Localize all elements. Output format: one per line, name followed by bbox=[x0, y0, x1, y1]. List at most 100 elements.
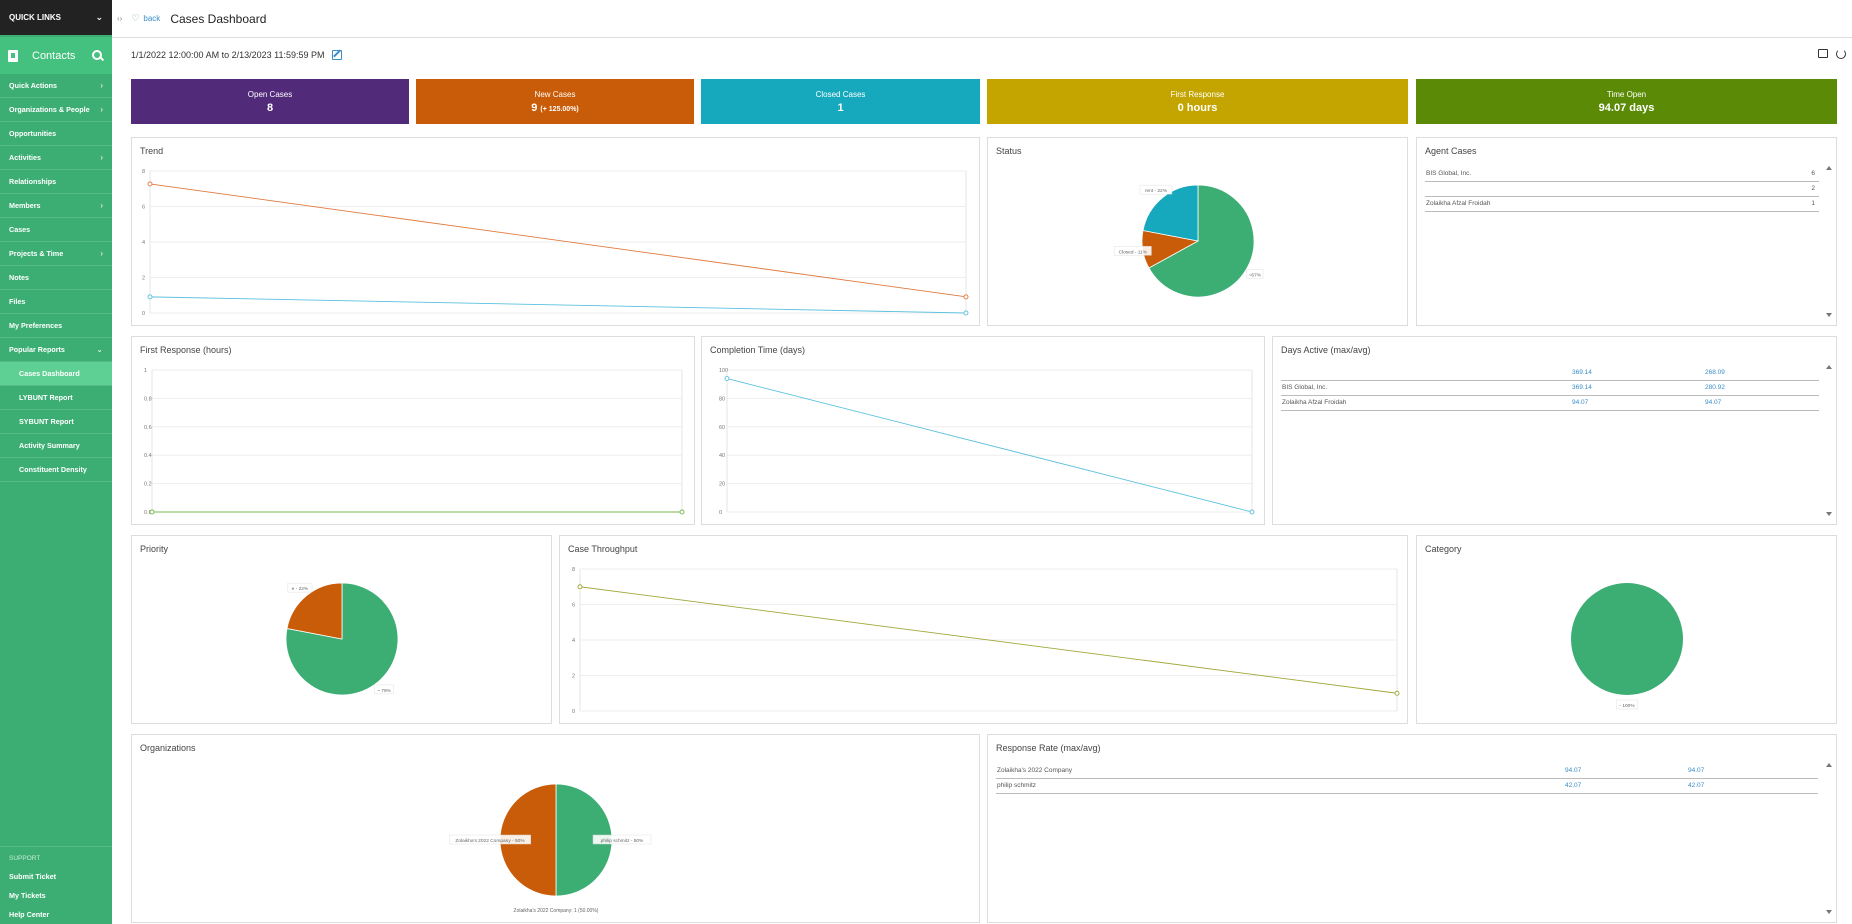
pie-slice bbox=[1142, 184, 1199, 242]
submit-ticket-link[interactable]: Submit Ticket bbox=[9, 872, 56, 881]
refresh-icon[interactable] bbox=[1836, 49, 1846, 59]
quick-links-label: QUICK LINKS bbox=[9, 13, 61, 22]
data-point bbox=[147, 181, 153, 187]
table-row[interactable]: 2 bbox=[1425, 181, 1819, 197]
data-point bbox=[724, 376, 730, 381]
scroll-up-icon[interactable] bbox=[1826, 763, 1832, 767]
panel-title: First Response (hours) bbox=[140, 345, 232, 355]
sidebar-subitem-activity-summary[interactable]: Activity Summary bbox=[0, 434, 112, 458]
scrollbar[interactable] bbox=[1824, 365, 1834, 516]
data-point bbox=[149, 509, 155, 515]
row-name: Zolaikha's 2022 Company bbox=[996, 763, 1564, 779]
status-chart: ~67% Closed - 11% rent - 22% bbox=[1113, 184, 1264, 298]
search-icon[interactable] bbox=[92, 49, 104, 62]
sidebar-item-label: Quick Actions bbox=[9, 81, 58, 90]
sidebar-item-cases[interactable]: Cases bbox=[0, 218, 112, 242]
table-row[interactable]: BIS Global, Inc. 6 bbox=[1425, 166, 1819, 182]
sidebar-item-opportunities[interactable]: Opportunities bbox=[0, 122, 112, 146]
data-point bbox=[577, 584, 583, 590]
sidebar-item-projects-time[interactable]: Projects & Time › bbox=[0, 242, 112, 266]
sidebar-item-popular-reports[interactable]: Popular Reports ⌄ bbox=[0, 338, 112, 362]
sidebar-item-label: Activities bbox=[9, 153, 41, 162]
data-point bbox=[1249, 509, 1255, 515]
case-throughput-panel: Case Throughput 8 6 4 2 0 bbox=[559, 535, 1408, 724]
table-row[interactable]: Zolaikha's 2022 Company 94.07 94.07 bbox=[996, 763, 1818, 779]
scroll-up-icon[interactable] bbox=[1826, 166, 1832, 170]
scroll-down-icon[interactable] bbox=[1826, 910, 1832, 914]
row-name: BIS Global, Inc. bbox=[1281, 380, 1571, 396]
sidebar-item-members[interactable]: Members › bbox=[0, 194, 112, 218]
y-tick-label: 40 bbox=[719, 453, 725, 459]
table-row[interactable]: philip schmitz 42.07 42.07 bbox=[996, 778, 1818, 794]
max-value: 369.14 bbox=[1571, 380, 1704, 396]
y-tick-label: 6 bbox=[572, 603, 575, 609]
scrollbar[interactable] bbox=[1824, 166, 1834, 317]
pie-label-box bbox=[1246, 269, 1264, 279]
page-header: ‹› ♡ back Cases Dashboard bbox=[112, 0, 1852, 38]
y-tick-label: 4 bbox=[572, 638, 575, 644]
contacts-header[interactable]: Contacts bbox=[0, 37, 112, 74]
toolbar-icons bbox=[1818, 49, 1846, 59]
sidebar-subitem-constituent-density[interactable]: Constituent Density bbox=[0, 458, 112, 482]
my-tickets-link[interactable]: My Tickets bbox=[9, 891, 46, 900]
sidebar-item-my-preferences[interactable]: My Preferences bbox=[0, 314, 112, 338]
support-heading: SUPPORT bbox=[9, 855, 41, 862]
sidebar-item-notes[interactable]: Notes bbox=[0, 266, 112, 290]
agent-cases-table: BIS Global, Inc. 6 2 Zolaikha Afzal Froid… bbox=[1425, 166, 1819, 212]
sidebar-item-relationships[interactable]: Relationships bbox=[0, 170, 112, 194]
sidebar-item-activities[interactable]: Activities › bbox=[0, 146, 112, 170]
completion-time-chart: 100 80 60 40 20 0 bbox=[719, 368, 1255, 516]
completion-time-panel: Completion Time (days) 100 80 60 40 20 0 bbox=[701, 336, 1265, 525]
kpi-value: 9 (+ 125.00%) bbox=[531, 102, 579, 114]
table-row[interactable]: Zolaikha Afzal Froidah 94.07 94.07 bbox=[1281, 395, 1819, 411]
back-link[interactable]: back bbox=[143, 14, 161, 23]
table-row[interactable]: Zolaikha Afzal Froidah 1 bbox=[1425, 196, 1819, 212]
avg-value: 280.92 bbox=[1704, 380, 1819, 396]
scroll-down-icon[interactable] bbox=[1826, 313, 1832, 317]
edit-icon[interactable] bbox=[332, 50, 343, 60]
table-row[interactable]: 369.14 268.09 bbox=[1281, 365, 1819, 381]
table-row[interactable]: BIS Global, Inc. 369.14 280.92 bbox=[1281, 380, 1819, 396]
sidebar-toggle-icon[interactable]: ‹› bbox=[117, 14, 123, 23]
kpi-label: Closed Cases bbox=[815, 90, 866, 99]
y-tick-label: 0.0 bbox=[144, 510, 152, 516]
kpi-label: Time Open bbox=[1606, 90, 1647, 99]
max-value: 42.07 bbox=[1564, 778, 1687, 794]
pie-label: philip schmitz - 50% bbox=[601, 838, 644, 844]
status-panel: Status ~67% Closed - 11% rent - 22% bbox=[987, 137, 1408, 326]
help-center-link[interactable]: Help Center bbox=[9, 910, 50, 919]
scroll-down-icon[interactable] bbox=[1826, 512, 1832, 516]
data-point bbox=[963, 310, 969, 316]
days-active-table: 369.14 268.09 BIS Global, Inc. 369.14 280.9… bbox=[1281, 365, 1819, 411]
scroll-up-icon[interactable] bbox=[1826, 365, 1832, 369]
sidebar-subitem-lybunt-report[interactable]: LYBUNT Report bbox=[0, 386, 112, 410]
scrollbar[interactable] bbox=[1824, 763, 1834, 914]
contacts-label: Contacts bbox=[32, 49, 76, 62]
favorite-heart-icon[interactable]: ♡ bbox=[131, 13, 140, 23]
y-tick-label: 80 bbox=[719, 396, 725, 402]
agent-name bbox=[1425, 181, 1774, 197]
sidebar-item-quick-actions[interactable]: Quick Actions › bbox=[0, 74, 112, 98]
quick-links-toggle[interactable]: QUICK LINKS ⌄ bbox=[0, 0, 112, 35]
kpi-first-response: First Response 0 hours bbox=[987, 79, 1408, 124]
avg-value: 268.09 bbox=[1704, 365, 1819, 381]
sidebar-item-files[interactable]: Files bbox=[0, 290, 112, 314]
panel-title: Case Throughput bbox=[568, 544, 638, 554]
date-range-text: 1/1/2022 12:00:00 AM to 2/13/2023 11:59:… bbox=[131, 50, 325, 60]
pie-label-box bbox=[1139, 184, 1173, 195]
y-tick-label: 1 bbox=[144, 368, 147, 374]
kpi-value: 0 hours bbox=[1177, 102, 1218, 114]
print-icon[interactable] bbox=[1818, 49, 1828, 58]
data-point bbox=[679, 509, 685, 515]
sidebar-subitem-sybunt-report[interactable]: SYBUNT Report bbox=[0, 410, 112, 434]
trend-chart: 8 6 4 2 0 bbox=[142, 169, 969, 317]
sidebar-item-label: Members bbox=[9, 201, 41, 210]
y-tick-label: 100 bbox=[719, 368, 728, 374]
y-tick-label: 60 bbox=[719, 425, 725, 431]
panel-title: Category bbox=[1425, 544, 1462, 554]
pie-label-box bbox=[449, 834, 531, 845]
trend-panel: Trend 8 6 4 2 0 bbox=[131, 137, 980, 326]
sidebar-item-organizations-people[interactable]: Organizations & People › bbox=[0, 98, 112, 122]
chevron-right-icon: › bbox=[100, 153, 103, 162]
sidebar-subitem-cases-dashboard[interactable]: Cases Dashboard bbox=[0, 362, 112, 386]
